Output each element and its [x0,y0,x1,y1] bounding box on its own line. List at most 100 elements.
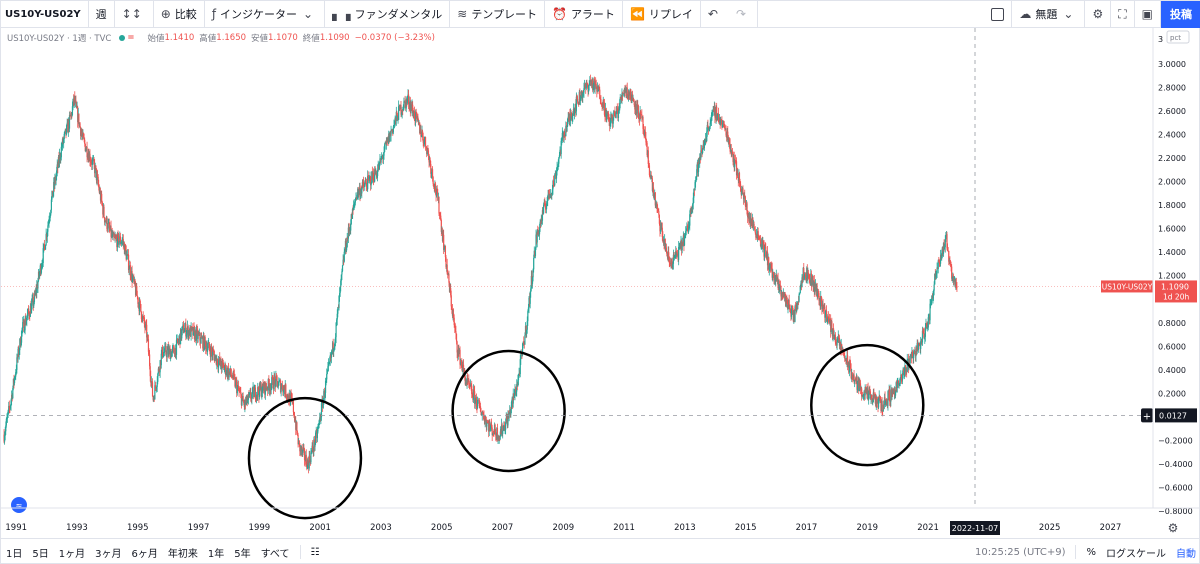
candle-body [74,96,76,104]
candle-body [515,391,517,395]
interval-button[interactable]: 週 [89,0,115,28]
candle-body [95,168,98,181]
candle-body [312,445,314,451]
candle-body [424,137,427,147]
candle-body [781,295,783,297]
candle-body [460,361,462,365]
range-button-5[interactable]: 年初来 [167,548,198,560]
candle-series [3,74,958,474]
cloud-icon: ☁ [1019,7,1032,21]
chart-type-button[interactable]: ↕↕ [115,0,154,28]
candle-body [415,111,417,122]
time-tick-label: 1993 [66,523,88,533]
candle-body [702,147,704,154]
candle-body [393,121,396,126]
crosshair-plus-button [1141,408,1153,423]
range-button-1[interactable]: 5日 [32,548,49,560]
layout-checkbox[interactable] [984,0,1013,28]
candle-body [529,291,531,304]
price-top-label: 3 [1158,35,1163,44]
candle-body [668,256,670,263]
fullscreen-button[interactable]: ⛶ [1111,0,1135,28]
candle-body [555,171,558,179]
range-button-6[interactable]: 1年 [207,548,225,560]
candle-body [239,391,241,393]
candle-body [64,131,66,134]
range-button-2[interactable]: 1ヶ月 [58,548,86,560]
candle-body [879,396,881,403]
candle-body [220,359,222,367]
alert-button[interactable]: ⏰ アラート [545,0,623,28]
candle-body [329,355,331,362]
candle-body [125,249,127,260]
layout-name-button[interactable]: ☁ 無題 ⌄ [1012,0,1086,28]
candle-body [681,241,683,251]
candle-body [275,375,278,377]
candle-body [868,390,870,394]
range-button-0[interactable]: 1日 [6,548,23,560]
range-button-3[interactable]: 3ヶ月 [95,548,122,560]
candle-body [177,338,179,342]
fundamentals-button[interactable]: ▖▗ ファンダメンタル [325,0,451,28]
templates-button[interactable]: ≋ テンプレート [450,0,545,28]
candle-body [122,239,124,244]
undo-button[interactable]: ↶ [701,1,729,28]
candle-body [811,282,813,286]
candle-body [126,255,128,260]
range-button-7[interactable]: 5年 [234,548,251,560]
snapshot-button[interactable]: ▣ [1135,0,1161,28]
open-label: 始値 [147,34,165,44]
percent-scale-button[interactable]: % [1086,546,1096,558]
candle-body [182,324,185,333]
candle-body [651,178,653,191]
candle-body [721,119,723,128]
range-button-4[interactable]: 6ヶ月 [131,548,158,560]
date-range-button[interactable]: ☷ [306,547,325,558]
symbol-search-button[interactable]: US10Y-US02Y [1,0,89,28]
candle-body [52,192,54,197]
time-axis[interactable]: 1991 1993 1995 1997 1999 2001 2003 2005 2007 2009… [1,507,1200,533]
compare-button[interactable]: ⊕ 比較 [154,0,205,28]
replay-button[interactable]: ⏪ リプレイ [623,0,701,28]
candle-body [633,101,635,106]
price-tick-label: 2.0000 [1158,178,1186,187]
candle-body [835,342,837,344]
candle-body [75,100,77,103]
log-scale-button[interactable]: ログスケール [1106,548,1166,560]
candle-body [353,204,355,205]
publish-button[interactable]: 投稿 [1161,0,1200,28]
price-tick-label: 1.4000 [1158,248,1186,257]
candle-body [507,414,509,426]
candle-body [415,111,417,113]
candle-body [7,410,9,415]
time-tick-label: 2007 [492,523,514,533]
candle-body [175,339,178,355]
candle-body [482,413,485,415]
candle-body [566,118,569,127]
candle-body [261,392,263,397]
time-tick-label: 1991 [5,523,27,533]
candle-body [650,174,652,179]
candle-body [753,223,755,228]
candle-body [524,335,526,345]
candle-body [889,390,891,402]
candle-body [225,373,227,375]
candle-body [427,150,430,155]
candle-body [420,136,423,138]
settings-button[interactable]: ⚙ [1085,0,1112,28]
price-axis[interactable]: 3.0000 2.8000 2.6000 2.4000 2.2000 2.0000 1.80… [1152,28,1193,516]
candle-body [159,360,161,373]
calendar-icon: ☷ [310,546,320,558]
candle-body [758,237,760,239]
auto-scale-button[interactable]: 自動 [1176,548,1196,560]
candle-body [132,277,134,282]
range-button-8[interactable]: すべて [260,548,290,560]
candle-body [127,254,130,271]
redo-button[interactable]: ↷ [729,0,759,28]
candle-body [247,399,249,403]
candle-body [672,263,674,268]
indicators-button[interactable]: ƒ インジケーター ⌄ [205,0,326,28]
time-tick-label: 1999 [249,523,271,533]
candle-body [637,104,639,106]
